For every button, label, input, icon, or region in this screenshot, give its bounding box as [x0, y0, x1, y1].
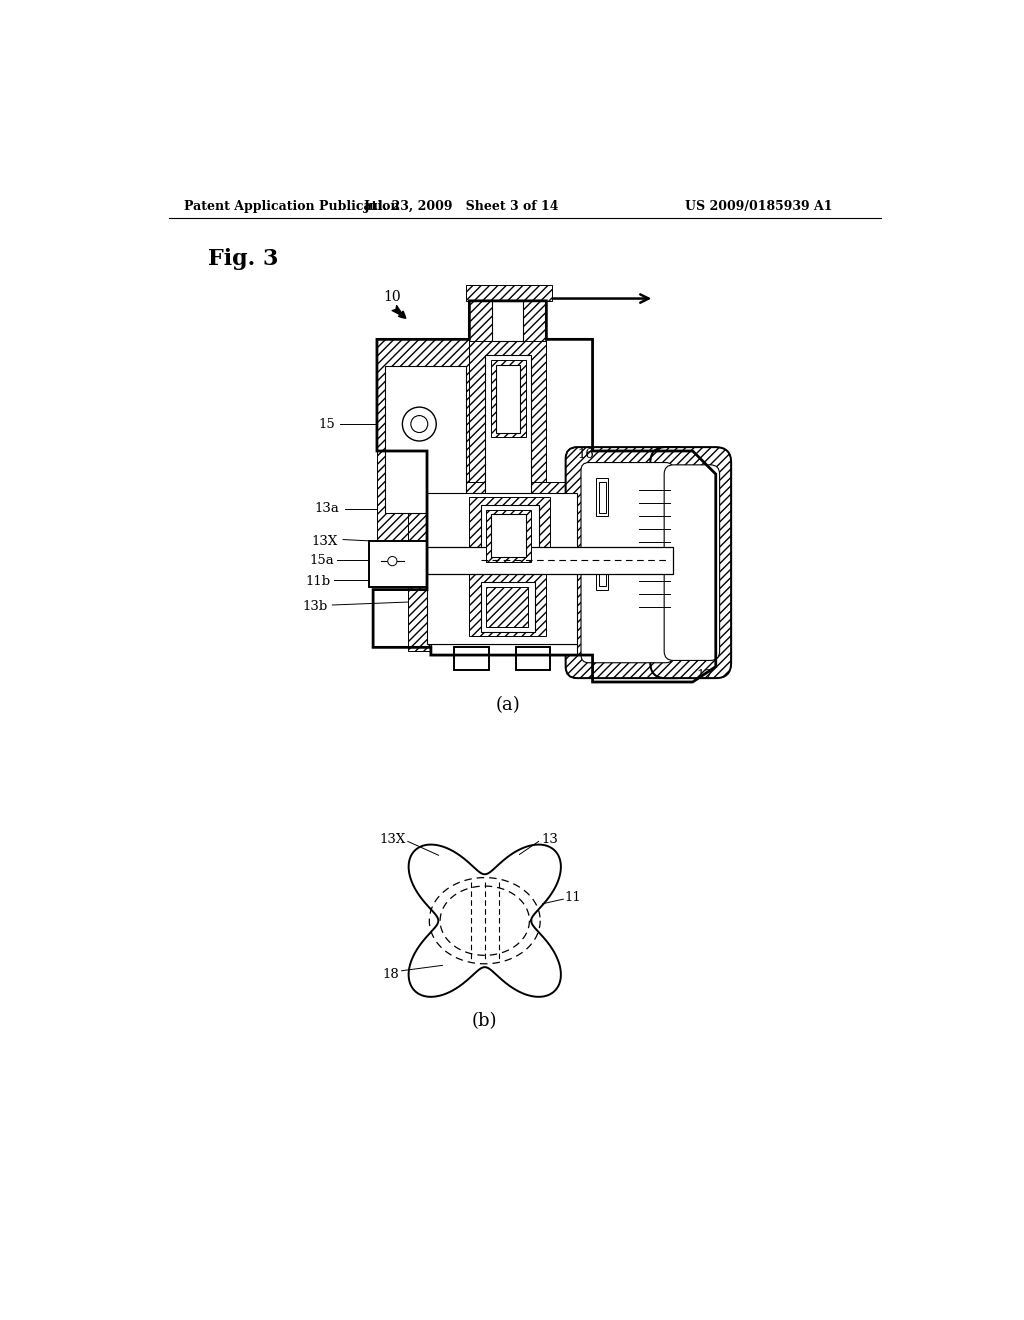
- Bar: [599, 554, 605, 586]
- Bar: [490, 515, 526, 557]
- Text: 13X: 13X: [311, 535, 338, 548]
- Bar: [481, 506, 539, 568]
- Text: 13R: 13R: [508, 549, 535, 562]
- Text: 13b: 13b: [303, 601, 328, 612]
- Bar: [408, 482, 593, 651]
- FancyBboxPatch shape: [650, 447, 731, 678]
- Text: US 2009/0185939 A1: US 2009/0185939 A1: [685, 199, 833, 213]
- Bar: [431, 644, 578, 655]
- Text: 18: 18: [382, 968, 399, 981]
- Text: 11b: 11b: [306, 576, 331, 589]
- Circle shape: [411, 416, 428, 433]
- FancyBboxPatch shape: [665, 465, 720, 660]
- Text: 13: 13: [525, 579, 543, 593]
- Bar: [515, 647, 550, 671]
- Bar: [469, 574, 547, 636]
- Bar: [596, 478, 608, 516]
- FancyBboxPatch shape: [565, 447, 689, 678]
- Text: 13X: 13X: [379, 833, 406, 846]
- Text: 13: 13: [542, 833, 559, 846]
- Text: (b): (b): [472, 1012, 498, 1030]
- Bar: [493, 301, 523, 341]
- Text: (a): (a): [496, 696, 520, 714]
- Bar: [599, 482, 605, 512]
- Circle shape: [388, 557, 397, 566]
- Bar: [596, 552, 608, 590]
- Bar: [486, 510, 531, 562]
- Text: 18: 18: [538, 517, 554, 531]
- Text: 10: 10: [384, 290, 401, 304]
- Text: 11: 11: [539, 495, 555, 508]
- Text: 17: 17: [696, 669, 714, 682]
- FancyBboxPatch shape: [581, 462, 674, 663]
- Bar: [370, 541, 427, 587]
- Text: 12: 12: [529, 597, 546, 610]
- Bar: [377, 339, 469, 544]
- Text: 11: 11: [565, 891, 582, 904]
- Bar: [490, 360, 525, 437]
- Bar: [427, 494, 578, 644]
- Text: 13a: 13a: [314, 502, 339, 515]
- Text: 16: 16: [578, 449, 594, 462]
- Circle shape: [402, 407, 436, 441]
- Text: 15: 15: [318, 417, 335, 430]
- Bar: [454, 647, 488, 671]
- Bar: [385, 367, 466, 512]
- Text: Fig. 3: Fig. 3: [208, 248, 278, 269]
- Bar: [469, 285, 493, 341]
- Bar: [523, 285, 547, 341]
- Bar: [469, 339, 547, 544]
- Bar: [427, 548, 674, 574]
- Text: 15a: 15a: [309, 554, 334, 566]
- Bar: [486, 586, 528, 627]
- Text: Jul. 23, 2009   Sheet 3 of 14: Jul. 23, 2009 Sheet 3 of 14: [364, 199, 559, 213]
- Bar: [469, 498, 550, 574]
- Text: Patent Application Publication: Patent Application Publication: [184, 199, 400, 213]
- Bar: [481, 582, 535, 632]
- Bar: [484, 355, 531, 528]
- Bar: [496, 364, 520, 433]
- Bar: [466, 285, 552, 301]
- Bar: [469, 544, 547, 574]
